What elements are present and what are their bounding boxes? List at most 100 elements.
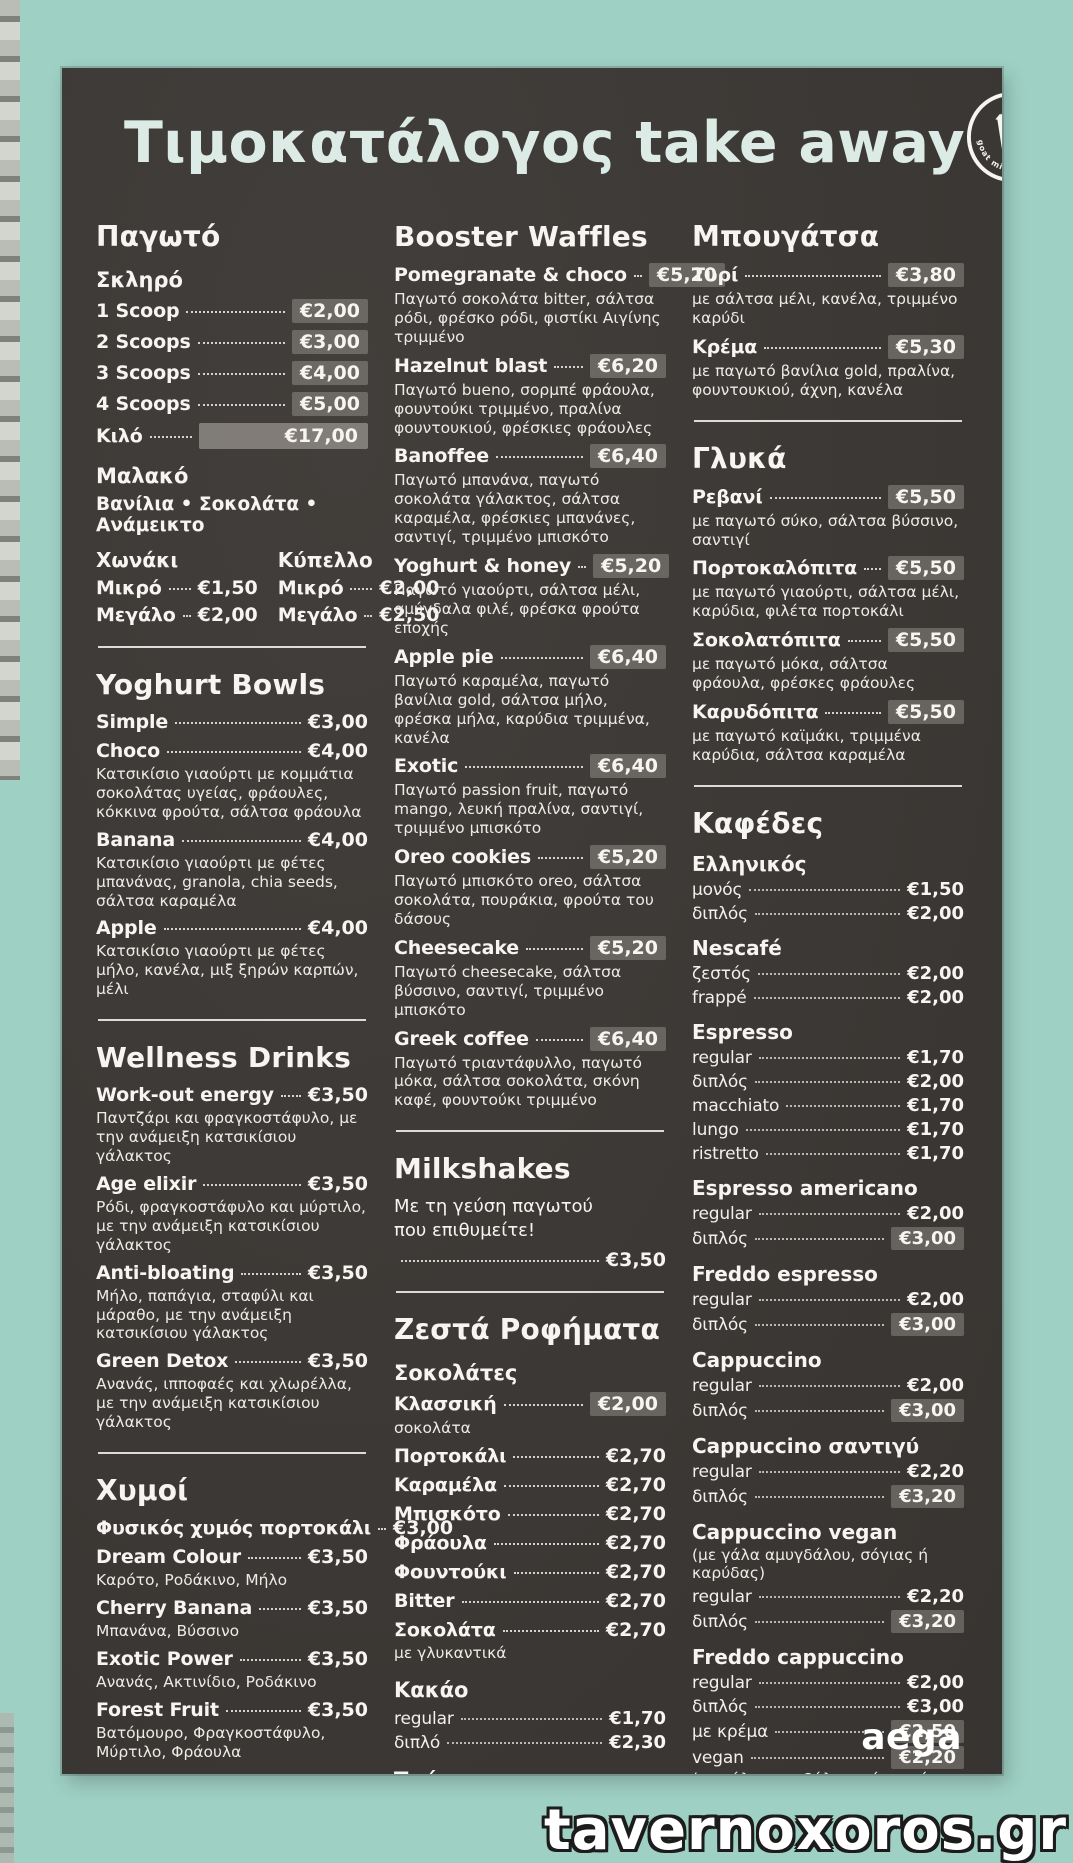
item-name: Choco — [96, 740, 161, 762]
dot-leader — [197, 373, 285, 375]
menu-item: Κλασσική €2,00 — [394, 1392, 666, 1417]
item-desc: Παντζάρι και φραγκοστάφυλο, με την ανάμε… — [96, 1109, 358, 1165]
subsection-header: Μαλακό — [96, 464, 189, 488]
item-name: Banana — [96, 828, 176, 851]
item-name: regular — [692, 1203, 752, 1224]
menu-subitem: regular €2,00 — [692, 1672, 964, 1693]
dot-leader — [758, 1470, 901, 1473]
menu-item: Κιλό €17,00 — [96, 423, 368, 449]
item-name: regular — [692, 1289, 752, 1310]
item-price: €1,70 — [907, 1046, 964, 1068]
item-price: €2,70 — [605, 1560, 666, 1583]
menu-item: Κρέμα €5,30 — [692, 334, 964, 359]
dot-leader — [758, 1384, 901, 1387]
subsection-header: Σκληρό — [96, 268, 183, 292]
dot-leader — [758, 1596, 901, 1599]
menu-subitem: διπλός €3,20 — [692, 1610, 964, 1634]
dot-leader — [633, 275, 642, 277]
item-desc: Μπανάνα, Βύσσινο — [96, 1621, 240, 1640]
dot-leader — [745, 275, 881, 277]
item-name: Bitter — [394, 1589, 455, 1612]
item-name: Μεγάλο — [96, 604, 176, 626]
item-price: €17,00 — [198, 423, 368, 449]
photo-background-stripes-bottom — [0, 1713, 14, 1863]
dot-leader — [197, 404, 285, 406]
item-name: Μικρό — [277, 577, 344, 599]
dot-leader — [203, 1183, 301, 1186]
menu-item: Yoghurt & honey €5,20 — [394, 554, 670, 579]
menu-item: 1 Scoop €2,00 — [96, 299, 368, 323]
item-name: Apple pie — [394, 645, 494, 668]
menu-subitem: διπλό €2,30 — [394, 1732, 666, 1753]
dot-leader — [503, 1484, 599, 1487]
dot-leader — [503, 1404, 583, 1407]
item-price: €5,20 — [648, 263, 725, 287]
item-name: regular — [692, 1587, 752, 1608]
menu-subitem: regular €1,70 — [394, 1708, 666, 1729]
item-desc: με παγωτό γιαούρτι, σάλτσα μέλι, καρύδια… — [692, 583, 960, 621]
dot-leader — [225, 1709, 301, 1712]
item-name: διπλός — [692, 1612, 748, 1633]
item-price: €1,50 — [907, 878, 964, 900]
item-price: €2,20 — [891, 1746, 964, 1770]
item-name: 1 Scoop — [96, 300, 180, 322]
item-desc: με γλυκαντικά — [394, 1643, 507, 1662]
dot-leader — [149, 436, 192, 438]
dot-leader — [758, 1056, 901, 1059]
item-name: διπλός — [692, 1314, 748, 1335]
soft-serve-row: Μικρό €2,00 — [278, 577, 440, 599]
item-price: €2,00 — [907, 962, 964, 984]
section-text: Με τη γεύση παγωτού που επιθυμείτε! — [394, 1196, 593, 1241]
menu-subitem: διπλός €3,00 — [692, 1398, 964, 1422]
goat-milk-logo-icon: goat milk products — [967, 93, 1002, 181]
item-desc: Παγωτό passion fruit, παγωτό mango, λευκ… — [394, 781, 644, 838]
item-price: €3,00 — [891, 1398, 964, 1422]
item-name: Ρεβανί — [692, 485, 763, 508]
item-name: ristretto — [692, 1143, 759, 1164]
menu-item: Καρυδόπιτα €5,50 — [692, 700, 964, 725]
item-name: Anti-bloating — [96, 1261, 235, 1284]
item-name: Hazelnut blast — [394, 354, 548, 377]
dot-leader — [526, 947, 583, 950]
item-desc: Παγωτό cheesecake, σάλτσα βύσσινο, σαντι… — [394, 962, 622, 1019]
menu-item: Ρεβανί €5,50 — [692, 484, 964, 509]
item-price: €2,70 — [605, 1473, 666, 1496]
menu-item: Choco €4,00 — [96, 740, 368, 762]
dot-leader — [496, 456, 583, 459]
group-header: Nescafé — [692, 935, 782, 960]
menu-column-left: Παγωτό Σκληρό 1 Scoop €2,00 2 Scoops €3,00 3 S… — [96, 216, 453, 1774]
item-price: €3,80 — [887, 263, 964, 287]
item-price: €6,40 — [589, 644, 666, 669]
group-header: Espresso — [692, 1019, 793, 1044]
item-desc: με παγωτό καϊμάκι, τριμμένα καρύδια, σάλ… — [692, 727, 921, 764]
soft-serve-header: Κύπελλο — [277, 548, 373, 572]
soft-serve-column: Κύπελλο Μικρό €2,00 Μεγάλο €2,50 — [278, 548, 440, 626]
item-price: €3,20 — [891, 1484, 964, 1508]
menu-item: Πορτοκάλι €2,70 — [394, 1445, 666, 1467]
dot-leader — [754, 1621, 885, 1624]
dot-leader — [758, 1682, 901, 1685]
subsection-header: Τσάι — [394, 1768, 666, 1774]
dot-leader — [578, 566, 587, 569]
menu-subitem: ζεστός €2,00 — [692, 963, 964, 984]
item-desc: Βατόμουρο, Φραγκοστάφυλο, Μύρτιλο, Φράου… — [96, 1723, 326, 1761]
item-desc: με παγωτό σύκο, σάλτσα βύσσινο, σαντιγί — [692, 511, 959, 549]
menu-subitem: regular €2,00 — [692, 1289, 964, 1310]
item-desc: με παγωτό μόκα, σάλτσα φράουλα, φρέσκες … — [692, 655, 916, 693]
item-price: €2,00 — [907, 986, 964, 1008]
menu-subitem: regular €2,00 — [692, 1203, 964, 1224]
item-price: €2,70 — [605, 1618, 666, 1641]
group-header: Freddo espresso — [692, 1261, 878, 1286]
menu-subitem: ristretto €1,70 — [692, 1143, 964, 1164]
dot-leader — [247, 1557, 301, 1560]
item-price: €2,70 — [605, 1444, 666, 1467]
item-name: Πορτοκάλι — [394, 1444, 507, 1467]
subsection-header: Κακάο — [394, 1677, 469, 1702]
item-name: regular — [692, 1461, 752, 1482]
menu-item: 4 Scoops €5,00 — [96, 392, 368, 416]
divider — [694, 419, 962, 422]
dot-leader — [754, 1495, 885, 1498]
menu-subitem: διπλός €2,00 — [692, 903, 964, 924]
menu-item: Πορτοκαλόπιτα €5,50 — [692, 556, 964, 581]
soft-serve-header: Χωνάκι — [96, 548, 179, 572]
